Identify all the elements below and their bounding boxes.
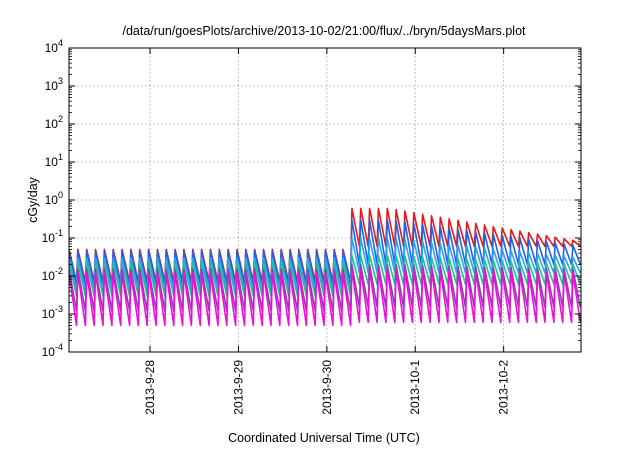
x-axis-label: Coordinated Universal Time (UTC) [228, 431, 420, 445]
y-tick-label: 103 [45, 76, 63, 93]
y-tick-label: 10-3 [42, 304, 63, 321]
y-tick-label: 10-4 [42, 342, 63, 359]
x-tick-label: 2013-9-28 [143, 360, 157, 415]
axis-ticks: 10-4 10-3 10-2 10-1 100 101 102 103 104 2013-9-28… [42, 38, 581, 415]
x-tick-label: 2013-10-2 [497, 360, 511, 415]
y-tick-label: 100 [45, 190, 63, 207]
x-tick-label: 2013-9-29 [231, 360, 245, 415]
y-tick-label: 10-1 [42, 228, 63, 245]
x-tick-label: 2013-10-1 [408, 360, 422, 415]
x-tick-label: 2013-9-30 [320, 360, 334, 415]
y-tick-label: 10-2 [42, 266, 63, 283]
y-axis-label: cGy/day [26, 176, 40, 223]
series-lines [69, 207, 581, 327]
y-tick-label: 104 [45, 38, 63, 55]
series-line-6 [69, 268, 581, 327]
y-tick-label: 101 [45, 152, 63, 169]
chart-title: /data/run/goesPlots/archive/2013-10-02/2… [122, 24, 526, 38]
y-tick-label: 102 [45, 114, 63, 131]
